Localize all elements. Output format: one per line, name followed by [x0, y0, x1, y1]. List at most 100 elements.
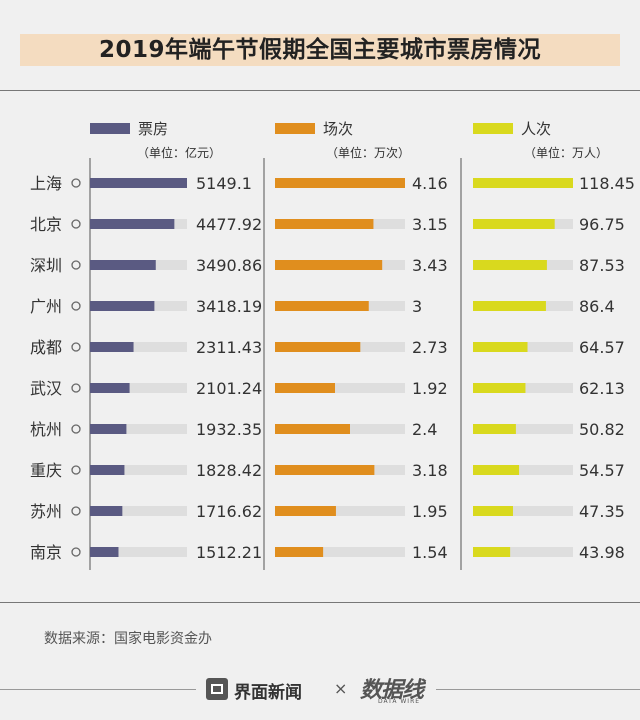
city-label: 北京 — [30, 215, 62, 234]
bar — [90, 178, 187, 188]
value-label: 43.98 — [579, 543, 625, 562]
bar — [90, 383, 130, 393]
city-marker — [71, 178, 81, 188]
city-marker — [71, 506, 81, 516]
value-label: 50.82 — [579, 420, 625, 439]
bar — [275, 547, 324, 557]
legend-swatch — [275, 123, 315, 134]
legend-label: 场次 — [323, 120, 353, 138]
bar — [275, 301, 369, 311]
bar — [275, 383, 335, 393]
bar — [275, 178, 405, 188]
chart: 票房 （单位：亿元） 场次 （单位：万次） 人次 （单位：万人） 上海北京深圳广州成都武汉杭… — [30, 120, 635, 570]
bar — [90, 465, 125, 475]
value-label: 3.15 — [412, 215, 448, 234]
value-label: 4477.92 — [196, 215, 262, 234]
value-label: 62.13 — [579, 379, 625, 398]
value-label: 87.53 — [579, 256, 625, 275]
brand-name: 界面新闻 — [234, 683, 302, 703]
bar — [275, 424, 350, 434]
legend-label: 人次 — [521, 120, 551, 138]
bar-track — [275, 506, 405, 516]
legend-unit: （单位：万次） — [326, 145, 410, 160]
chart-title: 2019年端午节假期全国主要城市票房情况 — [98, 37, 541, 63]
value-label: 64.57 — [579, 338, 625, 357]
footer-line-right — [436, 689, 640, 690]
city-marker — [71, 383, 81, 393]
top-rule — [0, 90, 640, 91]
bar — [275, 260, 383, 270]
bar — [473, 506, 513, 516]
bar-track — [90, 547, 187, 557]
bar-track — [90, 506, 187, 516]
city-marker — [71, 260, 81, 270]
value-label: 1.92 — [412, 379, 448, 398]
bar — [90, 219, 175, 229]
bar — [275, 506, 336, 516]
city-label: 成都 — [30, 338, 62, 357]
bar-track — [473, 424, 573, 434]
bar — [90, 547, 119, 557]
value-label: 1932.35 — [196, 420, 262, 439]
value-label: 86.4 — [579, 297, 615, 316]
bar — [90, 260, 156, 270]
city-label: 上海 — [30, 174, 62, 193]
bar — [473, 301, 546, 311]
bar-track — [275, 383, 405, 393]
city-label: 广州 — [30, 297, 62, 316]
bar — [90, 342, 134, 352]
datawire-logo-sub: DATA WIRE — [378, 698, 421, 705]
bar-track — [90, 424, 187, 434]
city-marker — [71, 219, 81, 229]
value-label: 3490.86 — [196, 256, 262, 275]
bar-track — [90, 383, 187, 393]
city-label: 南京 — [30, 543, 62, 562]
bar — [90, 301, 155, 311]
city-marker — [71, 424, 81, 434]
value-label: 2.4 — [412, 420, 437, 439]
bar — [275, 342, 361, 352]
value-label: 4.16 — [412, 174, 448, 193]
value-label: 3.18 — [412, 461, 448, 480]
bar-track — [90, 342, 187, 352]
bar-track — [275, 547, 405, 557]
value-label: 3 — [412, 297, 422, 316]
legend-unit: （单位：亿元） — [137, 145, 221, 160]
bar — [473, 547, 511, 557]
bar — [275, 465, 375, 475]
bar — [473, 383, 526, 393]
value-label: 1512.21 — [196, 543, 262, 562]
city-label: 苏州 — [30, 502, 62, 521]
value-label: 3418.19 — [196, 297, 262, 316]
city-marker — [71, 342, 81, 352]
city-label: 深圳 — [30, 256, 62, 275]
legend-label: 票房 — [138, 120, 168, 138]
value-label: 118.45 — [579, 174, 635, 193]
jiemian-logo-icon — [206, 678, 228, 700]
value-label: 5149.1 — [196, 174, 252, 193]
value-label: 2.73 — [412, 338, 448, 357]
value-label: 47.35 — [579, 502, 625, 521]
city-marker — [71, 301, 81, 311]
datawire-logo: 数据线 — [360, 678, 424, 703]
value-label: 1.54 — [412, 543, 448, 562]
brand-separator: × — [334, 679, 348, 698]
legend-swatch — [90, 123, 130, 134]
bar — [275, 219, 374, 229]
legend-swatch — [473, 123, 513, 134]
city-marker — [71, 547, 81, 557]
bar-track — [473, 547, 573, 557]
bar — [473, 178, 573, 188]
footer-line-left — [0, 689, 196, 690]
bar — [473, 219, 555, 229]
source-note: 数据来源：国家电影资金办 — [44, 631, 212, 647]
bar-track — [473, 465, 573, 475]
legend-unit: （单位：万人） — [524, 145, 608, 160]
footer: 界面新闻 × 数据线 DATA WIRE — [0, 672, 640, 706]
title-highlight — [20, 34, 620, 66]
city-label: 杭州 — [30, 420, 62, 439]
value-label: 2311.43 — [196, 338, 262, 357]
city-label: 武汉 — [30, 379, 62, 398]
value-label: 96.75 — [579, 215, 625, 234]
value-label: 2101.24 — [196, 379, 262, 398]
